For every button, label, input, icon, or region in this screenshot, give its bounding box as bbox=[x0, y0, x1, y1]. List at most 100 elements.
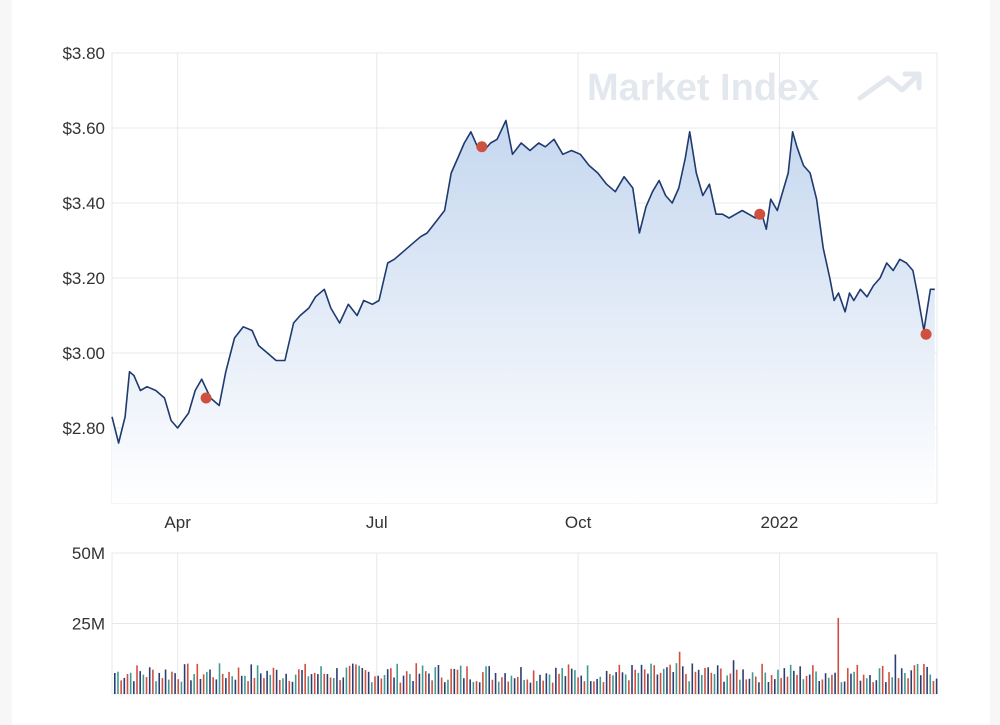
volume-bar bbox=[409, 674, 411, 694]
volume-bar bbox=[501, 677, 503, 694]
volume-bar bbox=[291, 681, 294, 694]
volume-bar bbox=[453, 668, 456, 694]
volume-bar bbox=[237, 667, 240, 694]
volume-bar bbox=[323, 673, 326, 694]
volume-bar bbox=[447, 679, 449, 694]
price-y-tick-label: $3.40 bbox=[62, 194, 105, 213]
volume-bar bbox=[326, 674, 329, 694]
volume-bar bbox=[415, 663, 418, 694]
price-volume-chart: Market Index $3.80 $3.60 $3.40 $3.20 $3.00 $2… bbox=[62, 44, 938, 695]
volume-bar bbox=[142, 674, 145, 694]
volume-bar bbox=[177, 679, 180, 694]
volume-bar bbox=[129, 672, 132, 694]
volume-bar bbox=[164, 669, 167, 694]
volume-bar bbox=[856, 664, 859, 694]
volume-bar bbox=[466, 666, 468, 694]
volume-bar bbox=[361, 668, 364, 694]
volume-bar bbox=[374, 676, 376, 694]
volume-bar bbox=[872, 682, 874, 694]
volume-bar bbox=[675, 663, 678, 694]
volume-bar bbox=[815, 671, 817, 694]
volume-bar bbox=[183, 664, 186, 694]
volume-bar bbox=[310, 674, 313, 694]
price-x-tick-label: 2022 bbox=[761, 513, 799, 532]
volume-bar bbox=[793, 670, 795, 694]
volume-bar bbox=[148, 667, 151, 694]
volume-bar bbox=[174, 673, 176, 694]
volume-bar bbox=[120, 680, 122, 694]
volume-bar bbox=[279, 680, 281, 694]
volume-bar bbox=[666, 667, 668, 694]
volume-bar bbox=[862, 674, 865, 694]
volume-bar bbox=[434, 667, 437, 694]
volume-bar bbox=[593, 681, 595, 694]
price-y-tick-label: $3.80 bbox=[62, 44, 105, 63]
volume-bar bbox=[399, 682, 402, 694]
volume-bar bbox=[589, 681, 592, 694]
event-marker bbox=[476, 141, 488, 153]
volume-bar bbox=[358, 665, 360, 694]
volume-bar bbox=[294, 674, 297, 694]
volume-bar bbox=[748, 678, 751, 694]
volume-bar bbox=[678, 651, 681, 694]
volume-bar bbox=[126, 674, 129, 694]
volume-bar bbox=[777, 669, 779, 694]
volume-bar bbox=[799, 666, 801, 694]
volume-bar bbox=[694, 671, 697, 694]
volume-y-tick-label: 50M bbox=[72, 544, 105, 563]
price-y-tick-label: $3.60 bbox=[62, 119, 105, 138]
chart-card: Market Index $3.80 $3.60 $3.40 $3.20 $3.00 $2… bbox=[12, 0, 990, 725]
volume-bar bbox=[390, 668, 392, 694]
volume-bar bbox=[929, 674, 932, 694]
volume-bar bbox=[253, 678, 256, 694]
volume-bar bbox=[548, 674, 551, 694]
volume-bar bbox=[558, 673, 560, 694]
volume-bar bbox=[364, 670, 367, 694]
volume-bar bbox=[421, 665, 424, 694]
volume-bar bbox=[735, 669, 738, 694]
volume-bar bbox=[402, 675, 405, 694]
volume-bar bbox=[754, 676, 757, 694]
volume-bars bbox=[114, 617, 938, 694]
volume-bar bbox=[539, 674, 541, 694]
volume-bar bbox=[618, 664, 621, 694]
volume-bar bbox=[796, 674, 798, 694]
price-line bbox=[111, 119, 935, 444]
volume-bar bbox=[133, 681, 135, 694]
volume-bar bbox=[609, 674, 611, 694]
volume-bar bbox=[526, 679, 529, 694]
price-y-tick-label: $3.00 bbox=[62, 344, 105, 363]
volume-bar bbox=[672, 672, 675, 694]
volume-bar bbox=[123, 677, 126, 694]
price-x-tick-label: Apr bbox=[164, 513, 191, 532]
volume-bar bbox=[574, 670, 576, 694]
volume-bar bbox=[656, 674, 659, 694]
volume-bar bbox=[602, 682, 605, 694]
volume-bar bbox=[117, 671, 119, 694]
volume-bar bbox=[723, 681, 725, 694]
volume-bar bbox=[685, 674, 687, 694]
volume-bar bbox=[885, 682, 887, 694]
volume-bar bbox=[808, 674, 811, 694]
volume-bar bbox=[758, 682, 760, 694]
volume-y-axis: 50M 25M bbox=[72, 544, 105, 634]
volume-bar bbox=[336, 668, 338, 694]
volume-bar bbox=[567, 664, 570, 694]
volume-bar bbox=[751, 672, 754, 694]
volume-bar bbox=[780, 678, 782, 694]
volume-bar bbox=[348, 665, 351, 694]
volume-bar bbox=[282, 678, 284, 694]
volume-bar bbox=[681, 666, 684, 694]
volume-bar bbox=[697, 669, 700, 694]
volume-bar bbox=[926, 666, 928, 694]
volume-bar bbox=[380, 678, 383, 694]
volume-bar bbox=[412, 681, 414, 694]
volume-bar bbox=[596, 679, 598, 694]
volume-bar bbox=[193, 674, 195, 694]
event-marker bbox=[754, 208, 766, 220]
volume-bar bbox=[935, 678, 938, 694]
volume-bar bbox=[659, 672, 662, 694]
volume-bar bbox=[488, 666, 491, 694]
volume-bar bbox=[913, 665, 916, 694]
volume-bar bbox=[545, 673, 548, 694]
